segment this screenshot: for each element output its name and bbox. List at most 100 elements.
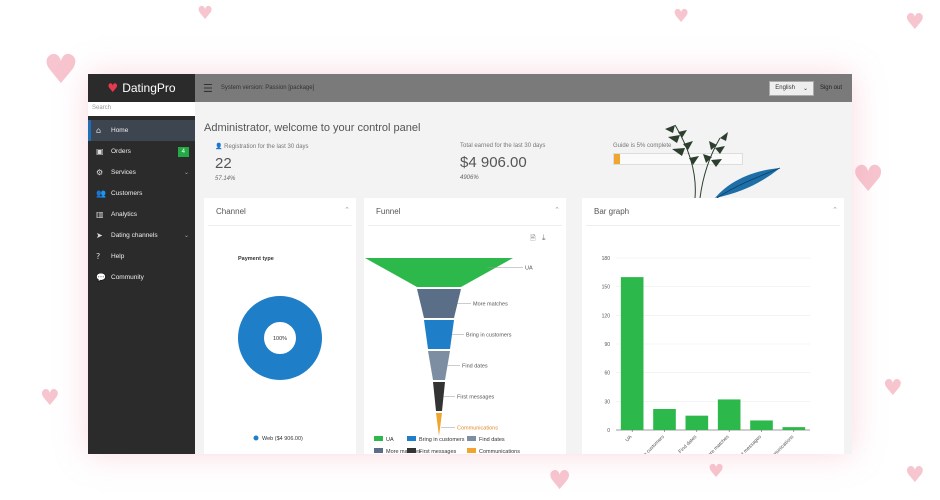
registration-label: Registration for the last 30 days <box>224 144 309 150</box>
x-tick-label: UA <box>624 434 634 444</box>
orders-icon: ▣ <box>96 147 104 156</box>
bar[interactable] <box>717 399 741 430</box>
funnel-segment[interactable] <box>436 413 442 436</box>
legend-label: Web ($4 906.00) <box>262 436 303 442</box>
y-tick-label: 30 <box>604 399 610 405</box>
language-select[interactable]: English ⌄ <box>769 80 814 96</box>
sidebar-item-community[interactable]: 💬 Community <box>88 267 195 288</box>
funnel-label: UA <box>525 266 533 272</box>
y-tick-label: 180 <box>602 256 611 262</box>
bar[interactable] <box>782 427 806 430</box>
earned-label: Total earned for the last 30 days <box>460 143 546 149</box>
home-icon: ⌂ <box>96 126 102 135</box>
heart-decoration-icon: ♥ <box>548 466 572 496</box>
earned-stat: Total earned for the last 30 days $4 906… <box>460 143 545 181</box>
download-icon[interactable]: ⤓ <box>542 233 546 242</box>
funnel-segment[interactable] <box>424 320 454 349</box>
logo[interactable]: ♥ DatingPro <box>88 74 195 102</box>
sidebar: ♥ DatingPro Search ⌂ Home ▣ Orders 4 ⚙ S… <box>88 74 195 454</box>
registration-stat: 👤 Registration for the last 30 days 22 5… <box>215 143 309 182</box>
logo-text: DatingPro <box>122 81 176 95</box>
heart-decoration-icon: ♥ <box>905 10 925 35</box>
system-version: System version: Passion [package] <box>220 85 315 91</box>
channel-card: Channel ⌃ Payment type 100% Web ($4 906.00… <box>204 198 356 454</box>
funnel-segment[interactable] <box>433 382 445 411</box>
legend-swatch <box>374 448 383 453</box>
sidebar-item-label: Customers <box>111 190 143 197</box>
pie-chart: Payment type 100% Web ($4 906.00) <box>238 256 322 442</box>
legend-label: Bring in customers <box>419 437 465 443</box>
document-icon[interactable]: 🗎 <box>530 234 536 242</box>
heart-decoration-icon: ♥ <box>43 47 79 93</box>
bar[interactable] <box>685 415 709 430</box>
bar[interactable] <box>620 277 644 430</box>
legend-swatch <box>407 436 416 441</box>
bar[interactable] <box>653 408 676 430</box>
sidebar-item-customers[interactable]: 👥 Customers <box>88 183 195 204</box>
funnel-label: Find dates <box>462 364 488 370</box>
pie-slice[interactable] <box>238 296 322 380</box>
search-input[interactable]: Search <box>88 102 195 116</box>
legend-label: Communications <box>479 449 520 454</box>
x-tick-label: More matches <box>704 434 731 454</box>
top-bar: ☰ System version: Passion [package] Engl… <box>195 74 852 102</box>
y-tick-label: 120 <box>602 313 611 319</box>
bar[interactable] <box>750 420 773 430</box>
pie-title: Payment type <box>238 256 274 262</box>
sidebar-item-label: Community <box>111 274 144 281</box>
funnel-segment[interactable] <box>428 351 450 380</box>
sidebar-item-help[interactable]: ? Help <box>88 246 195 267</box>
sidebar-item-dating-channels[interactable]: ➤ Dating channels ⌄ <box>88 225 195 246</box>
pie-center-label: 100% <box>273 336 287 342</box>
orders-count-badge: 4 <box>177 146 189 157</box>
sidebar-item-services[interactable]: ⚙ Services ⌄ <box>88 162 195 183</box>
heart-decoration-icon: ♥ <box>673 6 690 27</box>
x-tick-label: First messages <box>735 434 764 454</box>
funnel-card-title: Funnel <box>376 207 401 216</box>
legend-swatch <box>467 448 476 453</box>
heart-decoration-icon: ♥ <box>708 461 725 482</box>
users-icon: 👥 <box>96 189 106 198</box>
funnel-label: More matches <box>473 302 508 308</box>
y-tick-label: 0 <box>607 428 610 434</box>
chevron-down-icon: ⌄ <box>183 169 189 176</box>
funnel-segment[interactable] <box>365 258 513 287</box>
bar-graph-card-title: Bar graph <box>594 207 630 216</box>
heart-decoration-icon: ♥ <box>852 159 885 200</box>
collapse-chevron-icon[interactable]: ⌃ <box>832 206 838 214</box>
registration-value: 22 <box>215 155 232 172</box>
channel-card-title: Channel <box>216 207 246 216</box>
funnel-chart: UA More matches Bring in customers Find dat… <box>365 258 533 454</box>
sidebar-item-orders[interactable]: ▣ Orders 4 <box>88 141 195 162</box>
collapse-chevron-icon[interactable]: ⌃ <box>554 206 560 214</box>
sidebar-item-label: Services <box>111 169 136 176</box>
sign-out-link[interactable]: Sign out <box>819 85 842 91</box>
page-title: Administrator, welcome to your control p… <box>204 122 421 134</box>
legend-swatch <box>374 436 383 441</box>
language-value: English <box>775 84 795 91</box>
user-icon: 👤 <box>215 143 223 150</box>
funnel-segment[interactable] <box>417 289 461 318</box>
funnel-label: Bring in customers <box>466 333 512 339</box>
funnel-label: First messages <box>457 395 495 401</box>
sidebar-nav: ⌂ Home ▣ Orders 4 ⚙ Services ⌄ 👥 Custome… <box>88 120 195 288</box>
y-tick-label: 150 <box>602 285 611 291</box>
menu-toggle-icon[interactable]: ☰ <box>203 81 213 95</box>
legend-label: More matches <box>386 449 421 454</box>
sidebar-item-label: Help <box>111 253 125 260</box>
guide-label: Guide is 5% complete <box>613 143 672 149</box>
sidebar-item-analytics[interactable]: ▥ Analytics <box>88 204 195 225</box>
chevron-down-icon: ⌄ <box>802 84 808 92</box>
heart-decoration-icon: ♥ <box>40 386 60 411</box>
bar-graph-card: Bar graph ⌃ 0 30 60 90 120 150 180 UA Bring in c… <box>582 198 844 454</box>
y-tick-label: 90 <box>604 342 610 348</box>
funnel-label: Communications <box>457 426 498 432</box>
registration-percent: 57.14% <box>215 176 236 182</box>
heart-logo-icon: ♥ <box>107 81 119 95</box>
collapse-chevron-icon[interactable]: ⌃ <box>344 206 350 214</box>
sidebar-item-home[interactable]: ⌂ Home <box>88 120 195 141</box>
x-tick-label: Bring in customers <box>632 434 666 454</box>
legend-label: First messages <box>419 449 457 454</box>
sidebar-item-label: Analytics <box>111 211 138 218</box>
